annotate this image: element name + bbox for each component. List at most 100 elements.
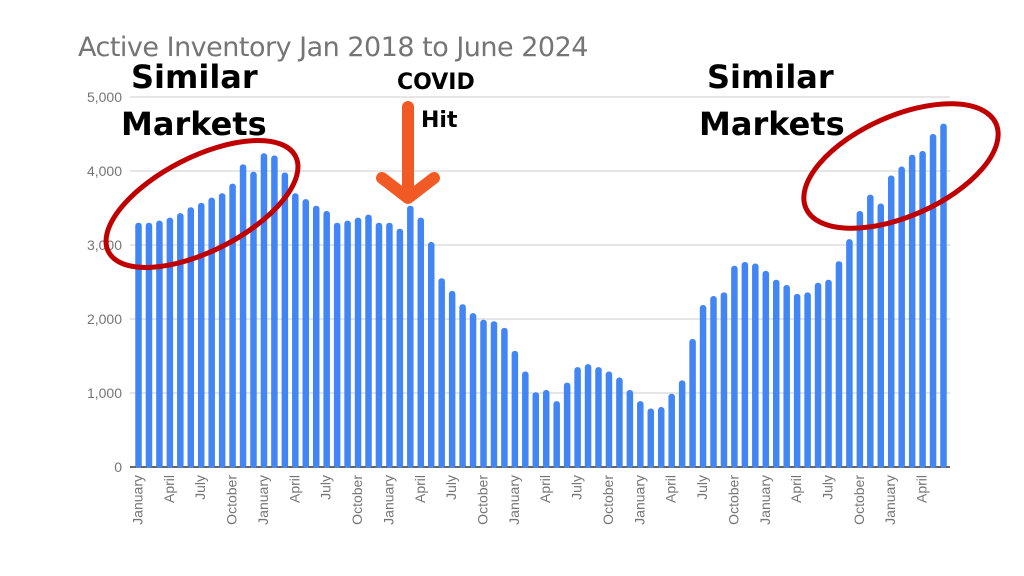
bar	[699, 304, 707, 468]
x-tick-label: April	[537, 475, 553, 503]
x-tick-label: April	[286, 475, 302, 503]
bar	[197, 202, 205, 468]
x-tick-label: April	[161, 475, 177, 503]
bar	[689, 338, 696, 468]
x-tick-label: July	[192, 475, 208, 500]
bar	[647, 408, 655, 468]
bar	[354, 217, 362, 468]
bar	[218, 193, 226, 468]
bar	[396, 228, 404, 468]
bar	[846, 239, 853, 468]
x-tick-label: July	[694, 475, 710, 500]
bar	[825, 279, 832, 468]
bar	[542, 390, 550, 468]
bar	[187, 207, 195, 468]
annotation-shapes	[103, 101, 1001, 270]
x-axis-tick-labels: January April July October January April July O…	[130, 475, 930, 525]
bar	[762, 270, 770, 468]
x-tick-label: January	[255, 475, 271, 525]
bar	[584, 364, 592, 468]
bar	[752, 263, 759, 468]
x-tick-label: January	[631, 475, 647, 525]
bar	[145, 222, 153, 468]
bar	[814, 282, 822, 468]
bar	[323, 210, 330, 468]
bar	[511, 350, 519, 468]
y-tick-label: 2,000	[87, 311, 122, 327]
bar	[333, 222, 341, 468]
x-tick-label: October	[475, 475, 491, 525]
bar	[365, 214, 372, 468]
bars	[135, 123, 947, 469]
covid-arrow-icon	[376, 101, 440, 204]
right-annotation-line2: Markets	[699, 105, 845, 143]
bar	[292, 193, 299, 468]
bar	[239, 164, 247, 468]
bar	[929, 134, 937, 468]
y-tick-label: 0	[114, 459, 122, 475]
y-tick-label: 4,000	[87, 163, 122, 179]
x-tick-label: April	[914, 475, 930, 503]
bar	[386, 222, 393, 468]
bar	[804, 292, 811, 468]
bar	[459, 304, 466, 468]
left-highlight-circle	[103, 138, 301, 270]
left-annotation-line2: Markets	[121, 105, 267, 143]
x-tick-label: July	[820, 475, 836, 500]
right-highlight-circle	[801, 101, 1001, 231]
x-tick-label: January	[882, 475, 898, 525]
bar	[501, 327, 508, 468]
bar	[522, 371, 529, 468]
x-tick-label: April	[663, 475, 679, 503]
bar	[229, 183, 236, 468]
x-tick-label: October	[725, 475, 741, 525]
bar	[156, 220, 163, 468]
bar	[271, 155, 278, 468]
left-annotation-line1: Similar	[131, 58, 258, 96]
bar	[595, 367, 602, 468]
bar	[940, 123, 947, 468]
bar	[783, 284, 790, 468]
bar	[208, 197, 215, 468]
bar	[490, 321, 498, 468]
bar	[427, 242, 435, 468]
bar	[908, 154, 916, 468]
x-tick-label: October	[224, 475, 240, 525]
x-tick-label: October	[600, 475, 616, 525]
bar	[448, 290, 456, 468]
bar	[877, 203, 885, 468]
y-tick-label: 1,000	[87, 385, 122, 401]
x-tick-label: October	[349, 475, 365, 525]
x-tick-label: April	[788, 475, 804, 503]
bar	[417, 217, 425, 468]
x-tick-label: July	[318, 475, 334, 500]
bar	[302, 199, 310, 468]
bar	[177, 213, 184, 468]
bar	[637, 401, 644, 468]
bar	[678, 380, 686, 468]
x-tick-label: October	[851, 475, 867, 525]
bar	[867, 194, 874, 468]
bar	[772, 279, 780, 468]
bar	[856, 210, 864, 468]
bar	[166, 217, 174, 468]
bar	[835, 261, 843, 468]
bar	[375, 222, 383, 468]
bar	[668, 393, 675, 468]
bar	[720, 292, 728, 468]
bar	[710, 296, 717, 468]
bar	[480, 319, 487, 468]
bar	[887, 175, 895, 468]
x-tick-label: January	[380, 475, 396, 525]
bar	[793, 293, 801, 468]
chart-title: Active Inventory Jan 2018 to June 2024	[78, 32, 588, 63]
covid-annotation-line2: Hit	[421, 108, 458, 133]
x-tick-label: January	[757, 475, 773, 525]
bar	[563, 382, 571, 468]
x-tick-label: January	[506, 475, 522, 525]
y-tick-label: 5,000	[87, 89, 122, 105]
bar	[731, 265, 738, 468]
x-tick-label: April	[412, 475, 428, 503]
